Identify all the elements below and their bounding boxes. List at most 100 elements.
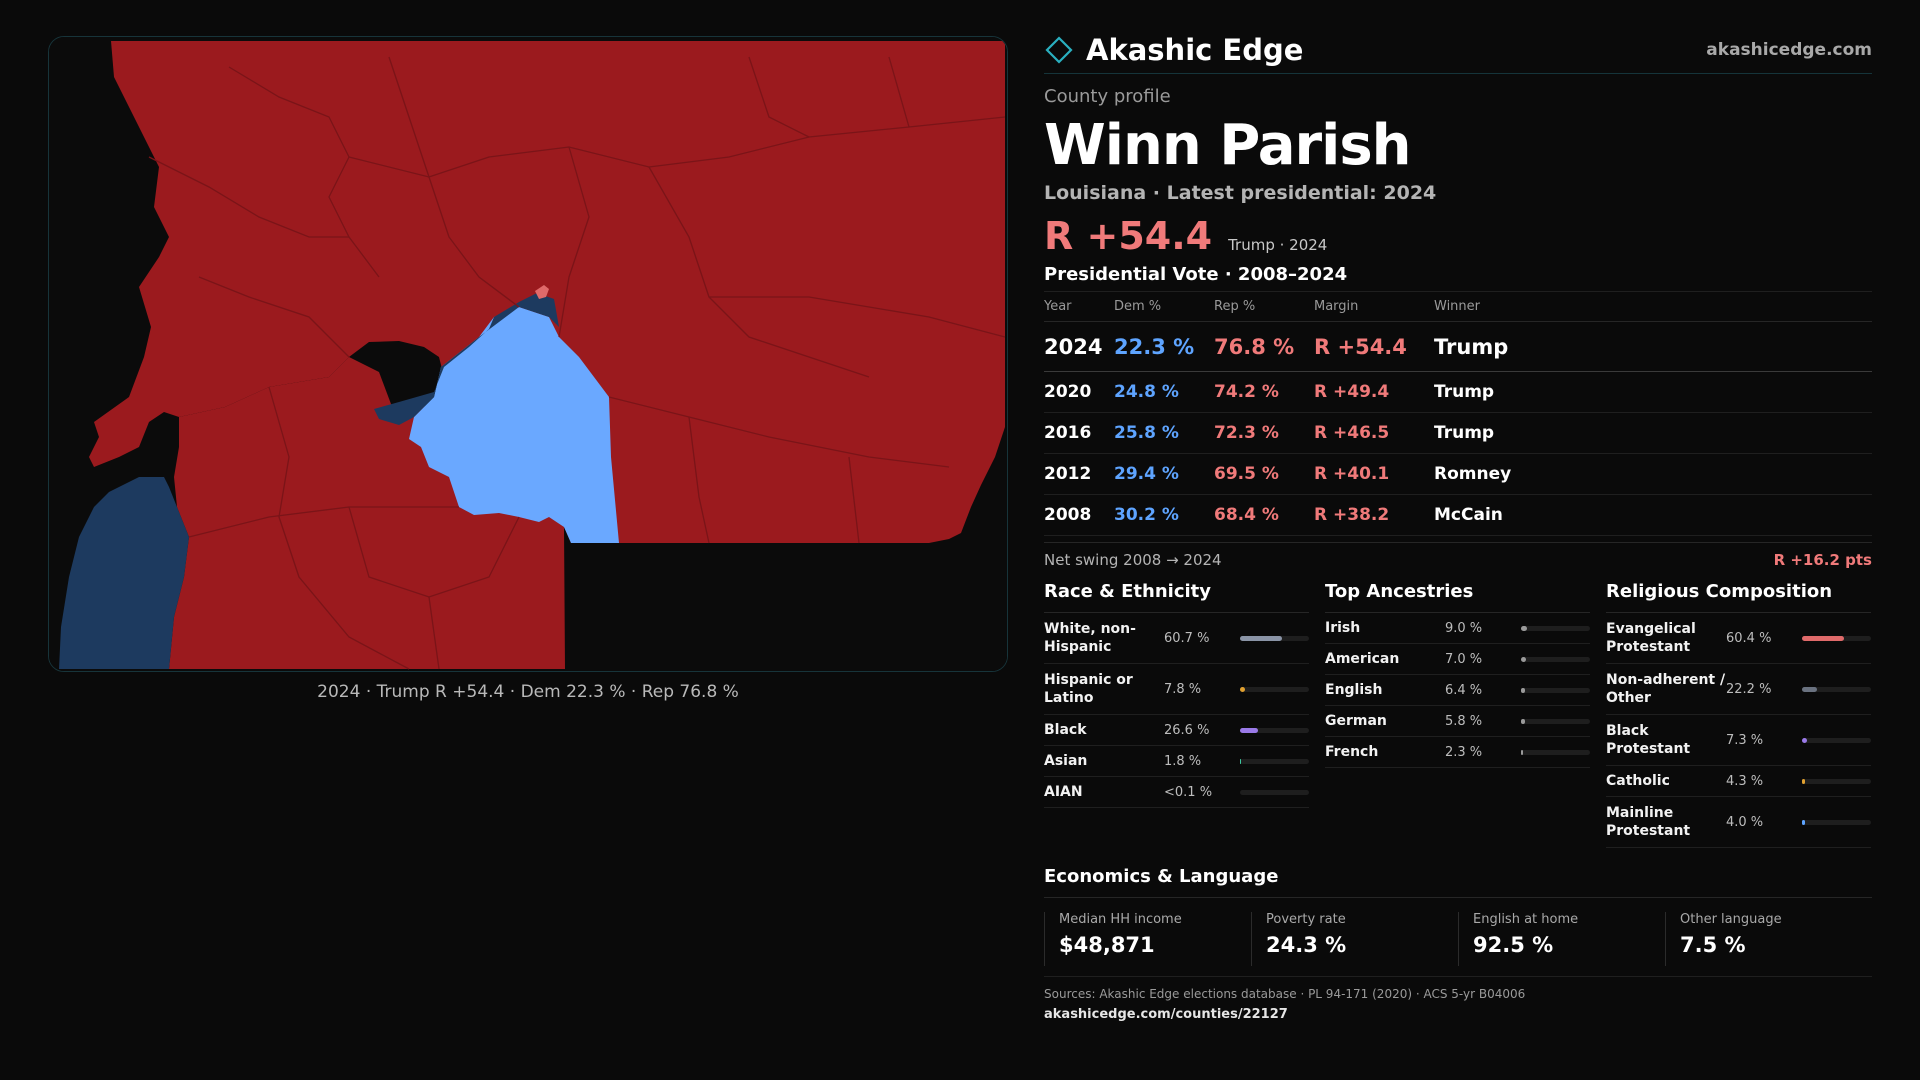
metric-label: English at home [1473,912,1579,927]
winner-cell: Romney [1434,453,1872,495]
share-bar-fill [1802,819,1805,825]
dem-cell: 22.3 % [1114,321,1214,372]
margin-cell: R +49.4 [1314,371,1434,413]
share-bar-fill [1240,686,1246,692]
permalink[interactable]: akashicedge.com/counties/22127 [1044,1007,1288,1022]
share-bar-fill [1521,749,1523,755]
list-item: Catholic 4.3 % [1606,766,1871,797]
share-bar-fill [1802,778,1805,784]
row-label: Irish [1325,620,1361,636]
metric-median-income: Median HH income $48,871 [1044,912,1251,966]
presidential-vote-title: Presidential Vote · 2008–2024 [1044,264,1348,285]
table-row[interactable]: 2016 25.8 % 72.3 % R +46.5 Trump [1044,412,1872,454]
row-label: Asian [1044,753,1088,769]
dem-region-west[interactable] [59,477,189,669]
dem-region-north-spur[interactable] [504,317,544,349]
share-bar [1521,749,1590,755]
share-bar-fill [1521,625,1528,631]
row-value: 60.4 % [1726,630,1772,646]
site-link[interactable]: akashicedge.com [1706,39,1872,60]
column-header-year: Year [1044,291,1114,322]
share-bar-fill [1802,635,1844,641]
brand[interactable]: Akashic Edge [1044,33,1303,67]
row-value: 2.3 % [1445,744,1483,760]
table-row[interactable]: 2024 22.3 % 76.8 % R +54.4 Trump [1044,321,1872,372]
dem-cell: 25.8 % [1114,412,1214,454]
dem-region-fringe[interactable] [374,293,559,425]
row-value: 7.3 % [1726,732,1764,748]
share-bar [1802,686,1871,692]
swing-label: Net swing 2008 → 2024 [1044,551,1222,569]
share-bar-fill [1240,758,1242,764]
list-item: Irish 9.0 % [1325,613,1590,644]
list-item: Black 26.6 % [1044,715,1309,746]
metric-value: 24.3 % [1266,933,1347,957]
row-value: 5.8 % [1445,713,1483,729]
section-title: Top Ancestries [1325,581,1590,613]
share-bar [1240,758,1309,764]
brand-name: Akashic Edge [1086,32,1304,67]
list-item: Evangelical Protestant 60.4 % [1606,613,1871,664]
row-label: Catholic [1606,773,1670,789]
diamond-outline-icon [1045,35,1073,64]
row-label: AIAN [1044,784,1083,800]
section-title: Religious Composition [1606,581,1871,613]
margin-cell: R +54.4 [1314,321,1434,372]
table-row[interactable]: 2012 29.4 % 69.5 % R +40.1 Romney [1044,453,1872,495]
winner-cell: Trump [1434,371,1872,413]
metric-value: 7.5 % [1680,933,1746,957]
row-label: Evangelical Protestant [1606,621,1696,655]
rep-cell: 68.4 % [1214,494,1314,536]
margin-cell: R +38.2 [1314,494,1434,536]
margin-note: Trump · 2024 [1228,236,1328,254]
table-row[interactable]: 2020 24.8 % 74.2 % R +49.4 Trump [1044,371,1872,413]
winner-cell: Trump [1434,321,1872,372]
row-value: 9.0 % [1445,620,1483,636]
dem-cell: 30.2 % [1114,494,1214,536]
list-item: American 7.0 % [1325,644,1590,675]
share-bar [1240,635,1309,641]
metric-label: Poverty rate [1266,912,1346,927]
share-bar [1802,778,1871,784]
winner-cell: Trump [1434,412,1872,454]
row-label: German [1325,713,1387,729]
row-label: English [1325,682,1383,698]
rep-enclave[interactable] [535,285,549,299]
metric-english-at-home: English at home 92.5 % [1458,912,1665,966]
race-ethnicity-section: Race & Ethnicity White, non-Hispanic 60.… [1044,581,1309,848]
share-bar [1802,737,1871,743]
share-bar-fill [1521,656,1526,662]
share-bar-fill [1240,727,1259,733]
ancestry-section: Top Ancestries Irish 9.0 % American 7.0 … [1325,581,1590,848]
share-bar-fill [1240,635,1282,641]
margin-value: R +54.4 [1044,214,1213,258]
column-header-margin: Margin [1314,291,1434,322]
list-item: German 5.8 % [1325,706,1590,737]
row-value: 7.0 % [1445,651,1483,667]
margin-cell: R +46.5 [1314,412,1434,454]
precinct-map[interactable] [48,36,1008,672]
row-value: 4.0 % [1726,814,1764,830]
share-bar [1240,789,1309,795]
map-caption: 2024 · Trump R +54.4 · Dem 22.3 % · Rep … [317,682,739,702]
share-bar [1521,625,1590,631]
row-label: Black [1044,722,1087,738]
rep-cell: 69.5 % [1214,453,1314,495]
metric-label: Other language [1680,912,1782,927]
rep-cell: 76.8 % [1214,321,1314,372]
dem-region-city[interactable] [409,307,619,543]
share-bar [1521,687,1590,693]
metric-value: 92.5 % [1473,933,1554,957]
presidential-vote-table: Year Dem % Rep % Margin Winner 2024 22.3… [1044,291,1872,536]
section-title: Race & Ethnicity [1044,581,1309,613]
list-item: Mainline Protestant 4.0 % [1606,797,1871,848]
table-row[interactable]: 2008 30.2 % 68.4 % R +38.2 McCain [1044,494,1872,536]
share-bar [1802,635,1871,641]
share-bar-fill [1802,686,1818,692]
section-title: Economics & Language [1044,866,1872,898]
metric-value: $48,871 [1059,933,1155,957]
county-subline: Louisiana · Latest presidential: 2024 [1044,182,1437,204]
row-value: 4.3 % [1726,773,1764,789]
row-label: Black Protestant [1606,723,1691,757]
eyebrow: County profile [1044,86,1171,107]
